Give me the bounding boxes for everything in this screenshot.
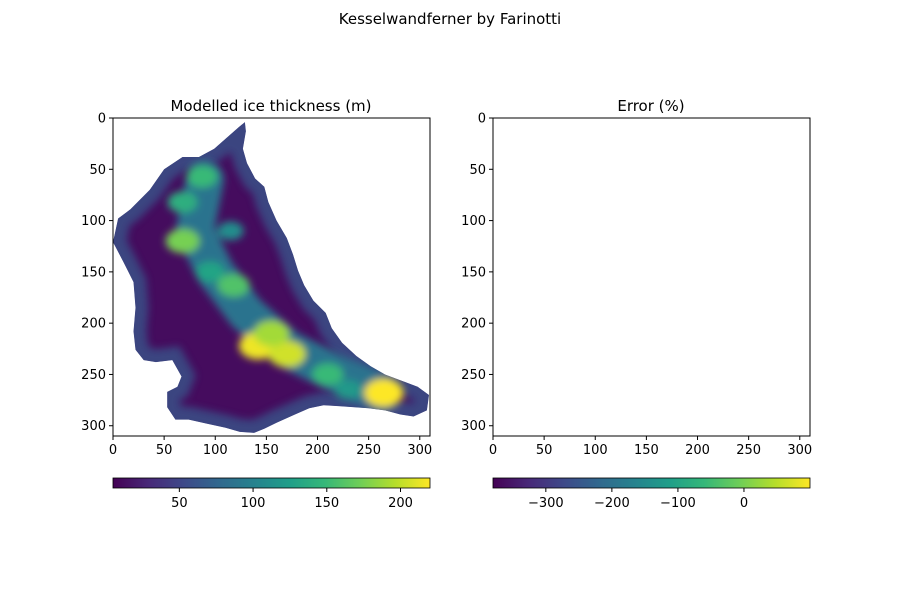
thickness-peak [195, 261, 225, 283]
thickness-peak [253, 320, 290, 347]
y-tick-label: 150 [461, 265, 486, 280]
y-tick-label: 300 [81, 419, 106, 434]
colorbar-tick-label: 0 [740, 496, 748, 511]
x-tick-label: 300 [787, 443, 812, 458]
thickness-field [113, 122, 429, 433]
thickness-peak [334, 380, 362, 400]
y-tick-label: 100 [81, 214, 106, 229]
axes-frame [492, 117, 811, 437]
x-tick-label: 250 [736, 443, 761, 458]
thickness-peak [217, 221, 244, 241]
x-tick-label: 200 [685, 443, 710, 458]
x-tick-label: 50 [536, 443, 553, 458]
colorbar-tick-label: −200 [594, 496, 630, 511]
y-tick-label: 50 [469, 163, 486, 178]
thickness-peak [364, 378, 404, 407]
x-tick-label: 300 [407, 443, 432, 458]
colorbar [112, 477, 431, 489]
colorbar-tick-label: −300 [528, 496, 564, 511]
colorbar-tick-label: 50 [171, 496, 188, 511]
y-tick-label: 250 [461, 368, 486, 383]
colorbar-tick-label: 200 [388, 496, 413, 511]
colorbar [492, 477, 811, 489]
y-tick-label: 200 [81, 317, 106, 332]
y-tick-label: 150 [81, 265, 106, 280]
axes-frame [112, 117, 431, 437]
x-tick-label: 0 [109, 443, 117, 458]
y-tick-label: 50 [89, 163, 106, 178]
colorbar-tick-label: 150 [314, 496, 339, 511]
thickness-peak [312, 363, 344, 386]
x-tick-label: 200 [305, 443, 330, 458]
figure-suptitle: Kesselwandferner by Farinotti [339, 10, 561, 28]
y-tick-label: 100 [461, 214, 486, 229]
thickness-peak [165, 228, 200, 254]
panel-1-title: Modelled ice thickness (m) [170, 97, 371, 115]
thickness-peak [217, 273, 250, 297]
y-tick-label: 200 [461, 317, 486, 332]
x-tick-label: 50 [156, 443, 173, 458]
y-tick-label: 0 [98, 112, 106, 127]
x-tick-label: 100 [583, 443, 608, 458]
y-tick-label: 250 [81, 368, 106, 383]
x-tick-label: 250 [356, 443, 381, 458]
y-tick-label: 300 [461, 419, 486, 434]
thickness-peak [167, 191, 198, 213]
error-panel: 0 50 100 150 200 250 300050100150200250300−300… [461, 112, 812, 512]
panel-2-title: Error (%) [617, 97, 684, 115]
colorbar-tick-label: 100 [241, 496, 266, 511]
x-tick-label: 150 [254, 443, 279, 458]
x-tick-label: 150 [634, 443, 659, 458]
x-tick-label: 100 [203, 443, 228, 458]
thickness-peak [268, 340, 306, 368]
colorbar-tick-label: −100 [660, 496, 696, 511]
thickness-peak [186, 165, 218, 188]
y-tick-label: 0 [478, 112, 486, 127]
x-tick-label: 0 [489, 443, 497, 458]
